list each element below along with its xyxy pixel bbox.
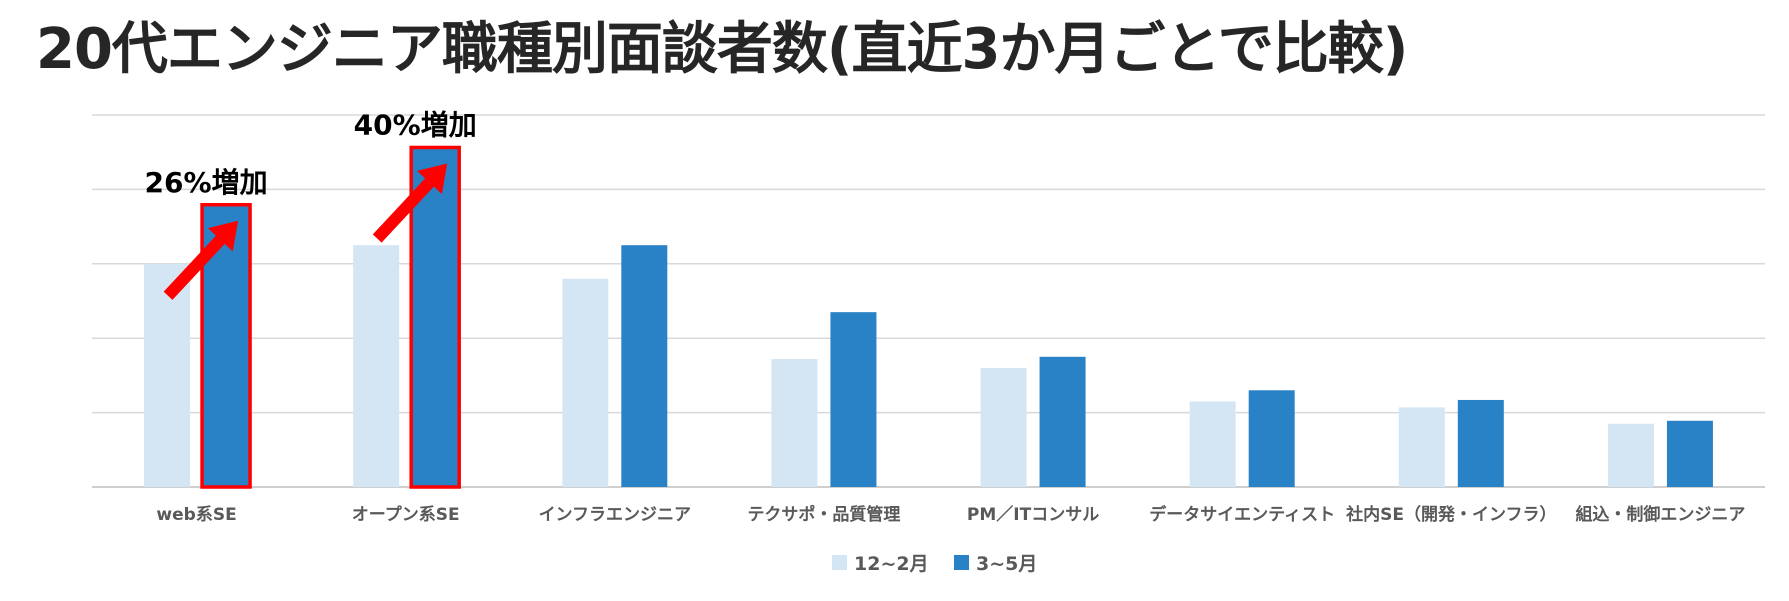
x-tick-label: PM／ITコンサル: [967, 504, 1099, 525]
bar-curr: [1666, 420, 1713, 487]
gridlines: [92, 114, 1765, 488]
highlight-box: [200, 203, 252, 489]
arrow-head-icon: [207, 220, 239, 252]
legend-label: 3~5月: [976, 553, 1037, 575]
x-tick-label: オープン系SE: [352, 504, 460, 525]
highlight-box: [409, 145, 461, 489]
callouts: 26%増加 40%増加: [145, 108, 477, 198]
highlights: [200, 145, 461, 489]
bar-curr: [621, 245, 668, 487]
x-axis-labels: web系SE オープン系SE インフラエンジニア テクサポ・品質管理 PM／ITコンサル…: [156, 504, 1745, 525]
x-tick-label: テクサポ・品質管理: [747, 504, 900, 525]
x-tick-label: 組込・制御エンジニア: [1575, 504, 1745, 525]
bar-curr: [1039, 356, 1086, 487]
bar-prev: [353, 245, 400, 487]
bar-prev: [144, 263, 191, 487]
bar-curr: [1457, 399, 1504, 487]
legend: 12~2月 3~5月: [832, 553, 1037, 575]
trend-arrow-icon: [163, 235, 225, 300]
bar-curr: [1248, 390, 1295, 487]
bar-prev: [1398, 407, 1445, 487]
x-tick-label: データサイエンティスト: [1149, 504, 1335, 525]
trend-arrow-icon: [372, 178, 434, 243]
bars: [144, 148, 1713, 488]
arrow-head-icon: [417, 163, 448, 195]
bar-prev: [1607, 423, 1654, 487]
bar-curr: [412, 148, 459, 488]
bar-prev: [562, 278, 609, 487]
bar-prev: [771, 359, 818, 487]
increase-callout: 40%増加: [354, 108, 477, 141]
legend-swatch: [954, 555, 969, 570]
bar-prev: [980, 367, 1027, 487]
legend-swatch: [832, 555, 847, 570]
legend-label: 12~2月: [854, 553, 929, 575]
x-tick-label: web系SE: [156, 505, 236, 525]
arrows: [163, 163, 448, 300]
chart-title: 20代エンジニア職種別面談者数(直近3か月ごとで比較): [36, 17, 1408, 82]
x-tick-label: インフラエンジニア: [539, 505, 692, 525]
increase-callout: 26%増加: [145, 166, 268, 199]
x-tick-label: 社内SE（開発・インフラ）: [1345, 504, 1556, 525]
bar-curr: [830, 312, 877, 487]
bar-prev: [1189, 401, 1236, 487]
